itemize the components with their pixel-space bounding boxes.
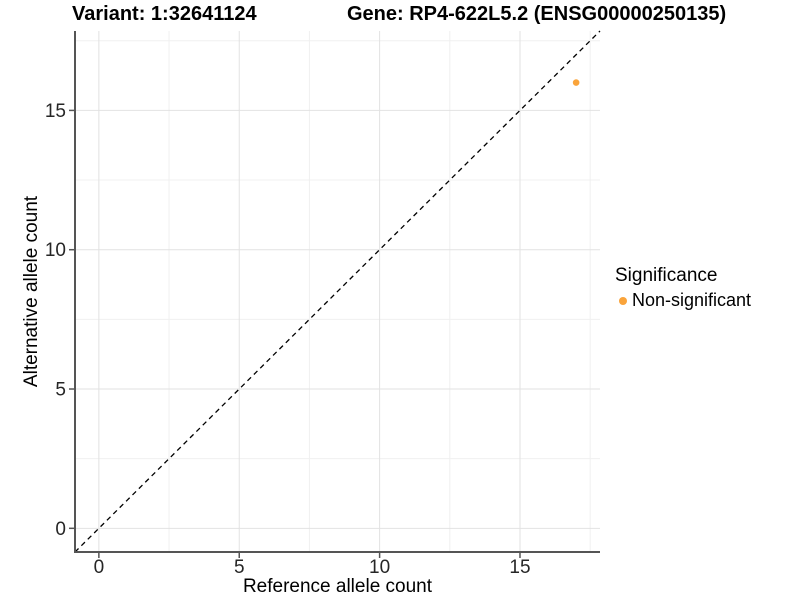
- y-axis-title: Alternative allele count: [21, 195, 42, 387]
- y-tick-label: 10: [45, 240, 66, 261]
- legend-entry: Non-significant: [613, 290, 751, 311]
- x-tick-label: 15: [509, 557, 530, 578]
- legend-point-icon: [619, 296, 627, 305]
- y-tick-label: 5: [55, 380, 66, 401]
- y-tick-label: 0: [55, 519, 66, 540]
- legend-entry-label: Non-significant: [632, 290, 752, 310]
- data-point: [572, 79, 580, 86]
- x-tick-label: 0: [94, 557, 105, 578]
- x-tick-label: 10: [369, 557, 390, 578]
- x-axis-title: Reference allele count: [243, 576, 433, 597]
- identity-line: [74, 30, 601, 553]
- legend-title: Significance: [615, 265, 718, 286]
- plot-title-gene: Gene: RP4-622L5.2 (ENSG00000250135): [347, 3, 727, 25]
- legend: Significance Non-significant: [613, 265, 751, 311]
- x-tick-label: 5: [234, 557, 245, 578]
- y-tick-label: 15: [45, 101, 66, 122]
- plot-title-variant: Variant: 1:32641124: [72, 3, 257, 25]
